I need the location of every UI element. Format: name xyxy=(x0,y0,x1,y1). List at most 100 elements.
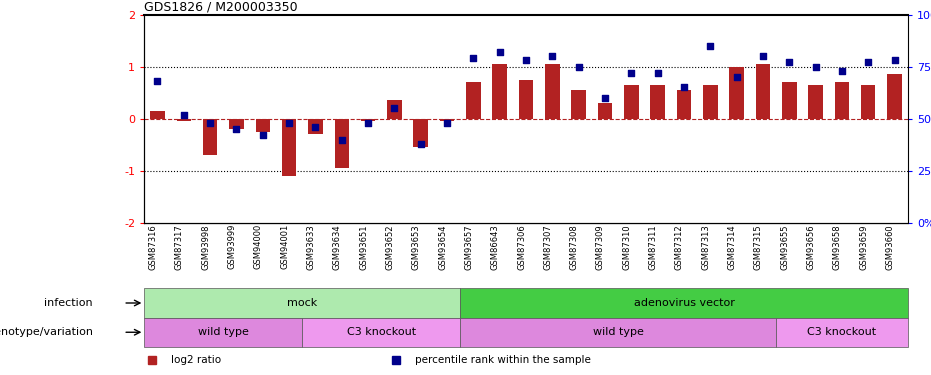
Point xyxy=(203,120,218,126)
Text: percentile rank within the sample: percentile rank within the sample xyxy=(415,354,591,364)
Text: GSM93657: GSM93657 xyxy=(465,224,473,270)
Bar xyxy=(861,85,875,118)
Text: GSM93660: GSM93660 xyxy=(885,224,895,270)
Bar xyxy=(439,118,454,121)
Text: GSM87311: GSM87311 xyxy=(649,224,657,270)
Text: wild type: wild type xyxy=(198,327,249,337)
Text: GSM87310: GSM87310 xyxy=(622,224,631,270)
Point xyxy=(650,70,665,76)
Text: GSM93999: GSM93999 xyxy=(227,224,236,269)
Bar xyxy=(729,67,744,118)
Bar xyxy=(624,85,639,118)
Text: GSM93652: GSM93652 xyxy=(385,224,395,270)
Bar xyxy=(519,80,533,118)
Point xyxy=(492,49,507,55)
Bar xyxy=(150,111,165,118)
Bar xyxy=(835,82,849,118)
Bar xyxy=(492,64,506,118)
Point xyxy=(703,43,718,49)
Bar xyxy=(413,118,428,147)
Bar xyxy=(361,118,375,121)
Bar xyxy=(387,100,401,118)
Bar xyxy=(756,64,770,118)
Bar xyxy=(572,90,586,118)
Text: mock: mock xyxy=(287,298,317,308)
Text: GSM87315: GSM87315 xyxy=(754,224,762,270)
Bar xyxy=(776,318,908,347)
Text: GSM87314: GSM87314 xyxy=(728,224,736,270)
Text: infection: infection xyxy=(45,298,93,308)
Point xyxy=(150,78,165,84)
Text: GSM87316: GSM87316 xyxy=(148,224,157,270)
Point xyxy=(782,60,797,66)
Bar xyxy=(308,118,323,134)
Bar xyxy=(651,85,665,118)
Text: adenovirus vector: adenovirus vector xyxy=(633,298,735,308)
Text: GSM93659: GSM93659 xyxy=(859,224,869,270)
Bar xyxy=(460,318,776,347)
Point xyxy=(545,53,560,59)
Point xyxy=(677,84,692,90)
Point xyxy=(598,95,613,101)
Text: GSM87317: GSM87317 xyxy=(175,224,183,270)
Point xyxy=(229,126,244,132)
Point xyxy=(308,124,323,130)
Bar xyxy=(677,90,691,118)
Text: GSM93634: GSM93634 xyxy=(332,224,342,270)
Text: C3 knockout: C3 knockout xyxy=(346,327,416,337)
Bar xyxy=(255,118,270,132)
Text: GSM86643: GSM86643 xyxy=(491,224,500,270)
Point xyxy=(176,111,191,117)
Bar xyxy=(887,75,902,118)
Bar xyxy=(203,118,217,155)
Text: GSM87307: GSM87307 xyxy=(544,224,552,270)
Bar xyxy=(334,118,349,168)
Point xyxy=(334,136,349,142)
Bar xyxy=(703,85,718,118)
Text: GSM94000: GSM94000 xyxy=(254,224,263,269)
Bar xyxy=(546,64,560,118)
Text: GSM87313: GSM87313 xyxy=(701,224,710,270)
Text: GSM93633: GSM93633 xyxy=(306,224,316,270)
Text: GSM93658: GSM93658 xyxy=(833,224,842,270)
Text: GSM93998: GSM93998 xyxy=(201,224,210,270)
Point xyxy=(413,141,428,147)
Text: GSM87312: GSM87312 xyxy=(675,224,684,270)
Bar xyxy=(466,82,480,118)
Point xyxy=(387,105,402,111)
Point xyxy=(808,64,823,70)
Text: GDS1826 / M200003350: GDS1826 / M200003350 xyxy=(144,0,298,13)
Point xyxy=(887,57,902,63)
Text: wild type: wild type xyxy=(593,327,643,337)
Point xyxy=(439,120,454,126)
Point xyxy=(624,70,639,76)
Point xyxy=(729,74,744,80)
Bar xyxy=(144,318,303,347)
Text: C3 knockout: C3 knockout xyxy=(807,327,876,337)
Text: GSM93653: GSM93653 xyxy=(412,224,421,270)
Text: genotype/variation: genotype/variation xyxy=(0,327,93,337)
Point xyxy=(360,120,375,126)
Point xyxy=(466,56,480,62)
Point xyxy=(861,60,876,66)
Bar xyxy=(229,118,244,129)
Point xyxy=(519,57,533,63)
Text: GSM94001: GSM94001 xyxy=(280,224,290,269)
Text: GSM93654: GSM93654 xyxy=(439,224,447,270)
Bar xyxy=(598,103,613,118)
Text: GSM87309: GSM87309 xyxy=(596,224,605,270)
Text: GSM87308: GSM87308 xyxy=(570,224,579,270)
Text: log2 ratio: log2 ratio xyxy=(171,354,222,364)
Bar xyxy=(808,85,823,118)
Bar xyxy=(144,288,460,318)
Text: GSM93656: GSM93656 xyxy=(806,224,816,270)
Bar xyxy=(282,118,296,176)
Text: GSM87306: GSM87306 xyxy=(517,224,526,270)
Bar xyxy=(782,82,797,118)
Bar xyxy=(303,318,460,347)
Text: GSM93655: GSM93655 xyxy=(780,224,789,270)
Point xyxy=(755,53,770,59)
Point xyxy=(282,120,297,126)
Bar xyxy=(460,288,908,318)
Text: GSM93651: GSM93651 xyxy=(359,224,368,270)
